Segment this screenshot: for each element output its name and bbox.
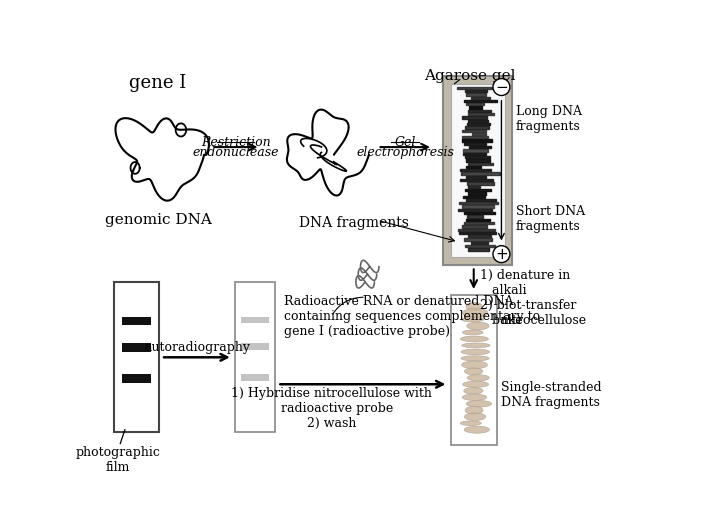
Text: +: + bbox=[495, 246, 507, 262]
Bar bbox=[235, 282, 275, 432]
Text: Radioactive RNA or denatured DNA
containing sequences complementary to
gene I (r: Radioactive RNA or denatured DNA contain… bbox=[284, 295, 539, 338]
Ellipse shape bbox=[465, 368, 483, 375]
Ellipse shape bbox=[461, 349, 489, 355]
Ellipse shape bbox=[465, 406, 483, 414]
Bar bbox=[451, 295, 497, 445]
Text: autoradiography: autoradiography bbox=[144, 341, 250, 354]
Circle shape bbox=[493, 79, 510, 96]
Bar bbox=[241, 374, 269, 381]
Bar bbox=[122, 374, 151, 383]
Ellipse shape bbox=[462, 381, 489, 387]
Ellipse shape bbox=[462, 343, 490, 348]
Ellipse shape bbox=[462, 308, 488, 318]
Text: Short DNA
fragments: Short DNA fragments bbox=[516, 205, 585, 233]
Text: Restriction: Restriction bbox=[201, 136, 271, 149]
Bar bbox=[443, 76, 513, 265]
Text: −: − bbox=[495, 80, 507, 95]
Text: 1) Hybridise nitrocellulose with
   radioactive probe
2) wash: 1) Hybridise nitrocellulose with radioac… bbox=[231, 387, 432, 431]
Text: 1) denature in
   alkali
2) blot-transfer
   bake: 1) denature in alkali 2) blot-transfer b… bbox=[480, 269, 576, 327]
Ellipse shape bbox=[460, 336, 489, 342]
Ellipse shape bbox=[462, 394, 486, 400]
Ellipse shape bbox=[462, 330, 483, 335]
Ellipse shape bbox=[460, 421, 481, 425]
Bar bbox=[241, 317, 269, 323]
Bar bbox=[122, 317, 151, 325]
Bar bbox=[114, 282, 159, 432]
Ellipse shape bbox=[465, 413, 486, 421]
Text: electrophoresis: electrophoresis bbox=[356, 146, 454, 159]
Ellipse shape bbox=[464, 426, 489, 433]
Circle shape bbox=[493, 245, 510, 263]
Text: nitrocellulose: nitrocellulose bbox=[501, 314, 587, 327]
Ellipse shape bbox=[467, 322, 489, 330]
Ellipse shape bbox=[466, 400, 492, 407]
Text: Long DNA
fragments: Long DNA fragments bbox=[516, 105, 582, 133]
Ellipse shape bbox=[468, 375, 489, 381]
Text: Single-stranded
DNA fragments: Single-stranded DNA fragments bbox=[501, 381, 601, 409]
Ellipse shape bbox=[461, 356, 489, 361]
Ellipse shape bbox=[464, 387, 483, 394]
Ellipse shape bbox=[462, 317, 484, 322]
Bar bbox=[122, 343, 151, 352]
Ellipse shape bbox=[466, 302, 483, 310]
Text: DNA fragments: DNA fragments bbox=[299, 216, 409, 230]
Text: Agarose gel: Agarose gel bbox=[424, 69, 515, 83]
Text: photographic
film: photographic film bbox=[76, 446, 160, 474]
Bar bbox=[451, 84, 505, 257]
Text: gene I: gene I bbox=[129, 74, 187, 92]
Text: endonuclease: endonuclease bbox=[192, 146, 279, 159]
Text: Gel: Gel bbox=[394, 136, 416, 149]
Bar bbox=[241, 343, 269, 350]
Ellipse shape bbox=[462, 361, 487, 369]
Text: genomic DNA: genomic DNA bbox=[105, 213, 211, 227]
